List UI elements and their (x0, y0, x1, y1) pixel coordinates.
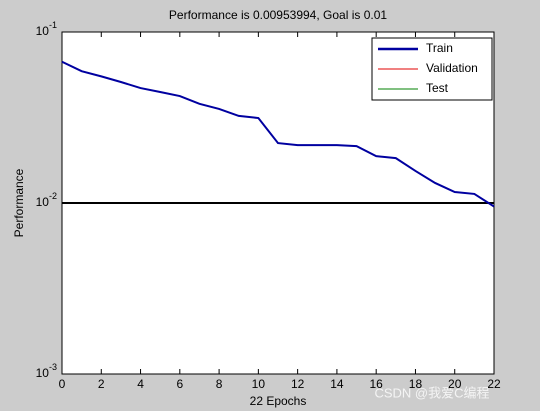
y-axis-label: Performance (12, 168, 26, 237)
watermark: CSDN @我爱C编程 (374, 385, 489, 400)
x-tick-label: 4 (137, 377, 144, 391)
legend-label: Train (426, 41, 453, 55)
x-tick-label: 22 (487, 377, 501, 391)
y-tick-label: 10-1 (36, 20, 57, 38)
x-tick-label: 6 (176, 377, 183, 391)
x-tick-label: 2 (98, 377, 105, 391)
x-tick-label: 20 (448, 377, 462, 391)
x-tick-label: 10 (252, 377, 266, 391)
y-tick-label: 10-2 (36, 191, 57, 209)
y-tick-label: 10-3 (36, 362, 57, 380)
x-tick-label: 18 (409, 377, 423, 391)
legend-label: Validation (426, 61, 478, 75)
x-tick-label: 8 (216, 377, 223, 391)
x-tick-label: 12 (291, 377, 305, 391)
x-tick-label: 14 (330, 377, 344, 391)
x-tick-label: 0 (59, 377, 66, 391)
chart-title: Performance is 0.00953994, Goal is 0.01 (169, 8, 387, 22)
series-line (61, 60, 495, 208)
x-tick-label: 16 (370, 377, 384, 391)
x-axis-label: 22 Epochs (250, 394, 307, 408)
legend-label: Test (426, 81, 449, 95)
